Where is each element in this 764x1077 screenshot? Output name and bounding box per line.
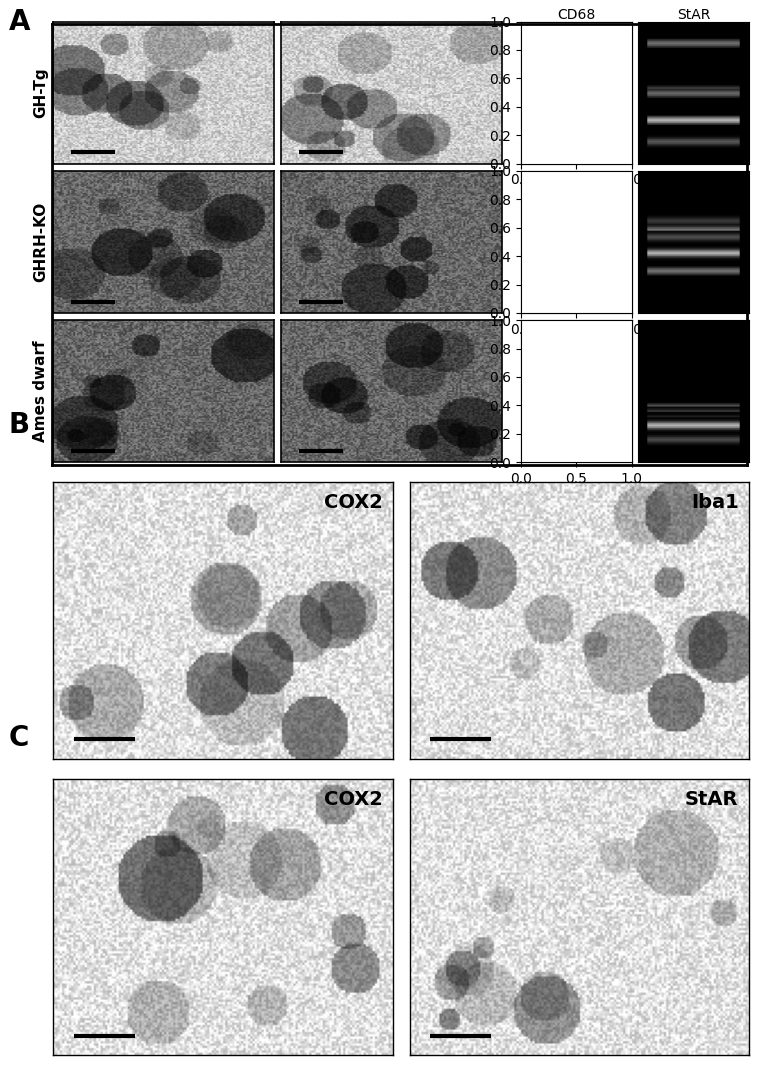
Text: GHRH-KO: GHRH-KO bbox=[594, 149, 675, 164]
Text: COX2: COX2 bbox=[324, 789, 383, 809]
Y-axis label: GHRH-KO: GHRH-KO bbox=[33, 201, 48, 282]
Text: Iba1: Iba1 bbox=[691, 493, 739, 513]
Y-axis label: GH-Tg: GH-Tg bbox=[33, 67, 48, 118]
Title: CD68: CD68 bbox=[557, 8, 595, 22]
Y-axis label: Ames dwarf: Ames dwarf bbox=[33, 340, 48, 442]
Text: Ames dwarf: Ames dwarf bbox=[584, 298, 686, 313]
Text: C: C bbox=[8, 724, 29, 752]
Text: GH-Tg: GH-Tg bbox=[610, 0, 660, 14]
Title: StAR: StAR bbox=[677, 8, 711, 22]
Text: CD68: CD68 bbox=[543, 25, 581, 39]
Text: StAR: StAR bbox=[685, 789, 739, 809]
Text: B: B bbox=[8, 411, 30, 439]
Text: A: A bbox=[8, 8, 30, 36]
Text: StAR: StAR bbox=[675, 25, 708, 39]
Text: COX2: COX2 bbox=[324, 493, 383, 513]
